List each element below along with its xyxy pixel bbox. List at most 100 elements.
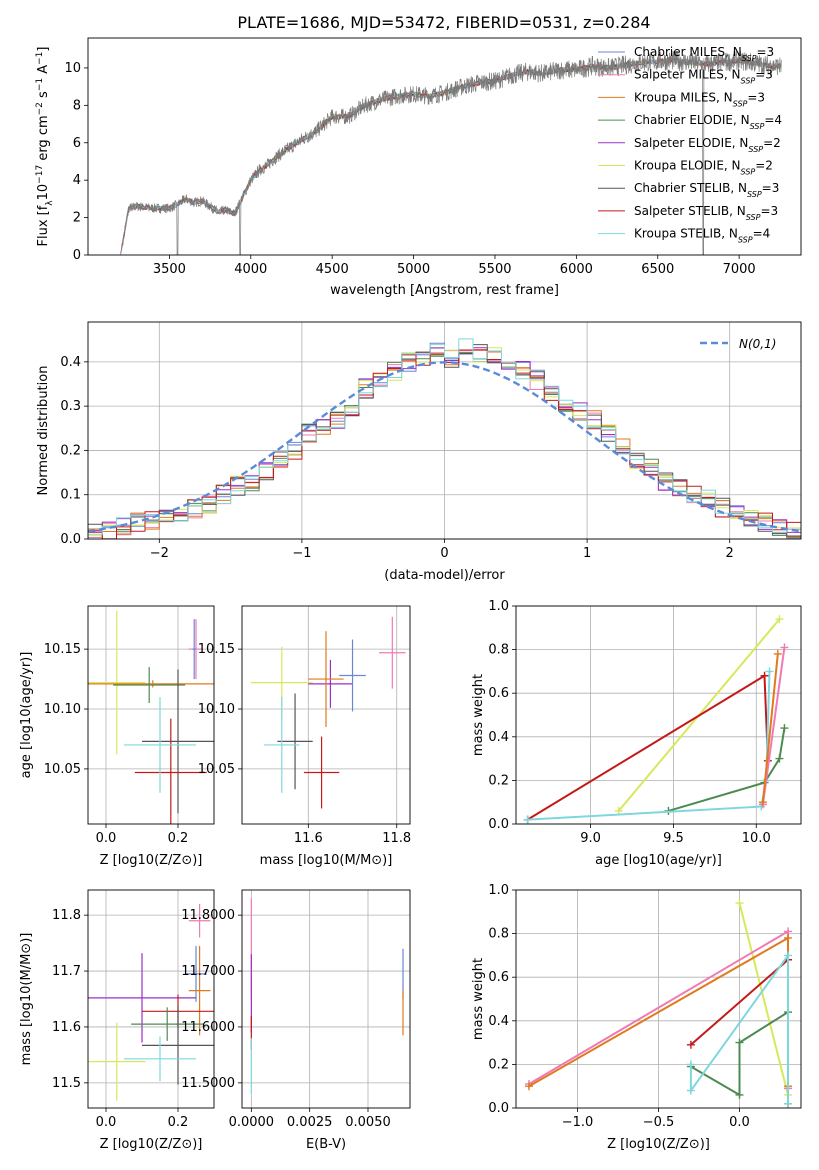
plot-area [250, 616, 406, 809]
mass-weight-line [668, 727, 786, 812]
y-tick-label: 11.8 [52, 908, 81, 923]
legend-sub: SSP [733, 99, 748, 108]
x-tick-label: 4500 [316, 262, 349, 277]
y-tick-label: 10.15 [44, 642, 81, 657]
y-tick-label: 10 [64, 61, 81, 76]
legend-text: Chabrier STELIB, N [634, 181, 747, 195]
y-tick-label: 0.2 [488, 773, 509, 788]
label-part: Flux [f [36, 205, 51, 246]
label-part: 10 [36, 184, 51, 201]
y-tick-label: 0.0 [60, 532, 81, 547]
y-tick-label: 10.15 [198, 642, 235, 657]
axes-frame [515, 889, 802, 1109]
plot-area [88, 338, 801, 539]
y-tick-label: 0.4 [488, 1014, 509, 1029]
legend-text: Kroupa MILES, N [634, 90, 733, 104]
label-part: −2 [35, 102, 45, 115]
mass-weight-marker [773, 649, 782, 658]
y-tick-label: 0.2 [488, 1057, 509, 1072]
y-tick-label: 0.4 [60, 355, 81, 370]
axes-frame [241, 889, 411, 1109]
x-tick-label: 0.0 [96, 1115, 117, 1130]
x-axis-label: Z [log10(Z/Z⊙)] [100, 853, 203, 868]
mass-weight-marker [686, 1040, 695, 1049]
plot-area [88, 610, 214, 824]
axes-frame [241, 605, 411, 825]
label-part: λ [45, 200, 55, 206]
y-tick-label: 0.6 [488, 970, 509, 985]
label-part: −1 [35, 52, 45, 65]
legend-sub: SSP [747, 190, 762, 199]
legend-label: N(0,1) [739, 337, 776, 351]
mass-weight-marker [758, 798, 767, 807]
y-tick-label: 8 [73, 98, 81, 113]
legend-value: =4 [764, 113, 782, 127]
y-tick-label: 11.6000 [181, 1020, 235, 1035]
legend-value: =3 [760, 204, 778, 218]
panel-5 [512, 605, 802, 828]
axes-frame [87, 321, 802, 540]
panel-1 [84, 37, 802, 259]
y-tick-label: 0.8 [488, 927, 509, 942]
axes-frame [87, 605, 215, 825]
y-tick-label: 0 [73, 248, 81, 263]
axes-frame [87, 889, 215, 1109]
mass-weight-marker [686, 1086, 695, 1095]
plot-area [250, 898, 404, 1095]
y-tick-label: 10.10 [44, 702, 81, 717]
y-tick-label: 11.7 [52, 964, 81, 979]
legend-label: Salpeter ELODIE, NSSP=2 [634, 136, 781, 154]
x-tick-label: 6500 [641, 262, 674, 277]
legend-sub: SSP [750, 122, 765, 131]
x-tick-label: −0.5 [643, 1115, 675, 1130]
panel-8 [512, 889, 802, 1112]
x-tick-label: 0.0 [729, 1115, 750, 1130]
x-axis-label: age [log10(age/yr)] [595, 853, 722, 868]
legend-sub: SSP [746, 212, 761, 221]
mass-weight-marker [760, 671, 769, 680]
x-tick-label: 0.0025 [287, 1115, 333, 1130]
mass-weight-marker [735, 899, 744, 908]
mass-weight-marker [784, 933, 793, 942]
y-tick-label: 0.1 [60, 488, 81, 503]
legend-value: =2 [763, 136, 781, 150]
mass-weight-marker [765, 667, 774, 676]
legend-value: =3 [747, 90, 765, 104]
legend-value: =3 [762, 181, 780, 195]
legend-label: Kroupa ELODIE, NSSP=2 [634, 159, 773, 177]
plot-area [523, 615, 789, 824]
x-axis-label: wavelength [Angstrom, rest frame] [330, 283, 559, 298]
x-tick-label: 0.0050 [345, 1115, 391, 1130]
mass-weight-line [761, 653, 779, 803]
x-tick-label: 0.0000 [229, 1115, 275, 1130]
mass-weight-line [527, 674, 769, 821]
x-axis-label: Z [log10(Z/Z⊙)] [100, 1137, 203, 1152]
axes-frame [87, 37, 802, 256]
plot-area [524, 899, 793, 1108]
y-tick-label: 0.2 [60, 443, 81, 458]
y-tick-label: 11.6 [52, 1020, 81, 1035]
mass-weight-marker [780, 724, 789, 733]
x-tick-label: 7000 [723, 262, 756, 277]
y-tick-label: 11.8000 [181, 908, 235, 923]
x-tick-label: 6000 [560, 262, 593, 277]
mass-weight-line [690, 1011, 789, 1097]
plot-area [88, 903, 214, 1101]
panel-6 [84, 889, 215, 1112]
x-tick-label: −1 [292, 546, 311, 561]
y-tick-label: 10.05 [198, 762, 235, 777]
x-tick-label: 2 [726, 546, 734, 561]
y-tick-label: 0.4 [488, 730, 509, 745]
plot-area [120, 50, 782, 255]
y-tick-label: 11.5000 [181, 1076, 235, 1091]
y-axis-label: age [log10(age/yr)] [19, 652, 34, 779]
label-part: ] [36, 47, 51, 52]
y-axis-label: Normed distribution [36, 366, 51, 496]
y-tick-label: 0.3 [60, 399, 81, 414]
mass-weight-marker [775, 754, 784, 763]
x-tick-label: 11.6 [294, 831, 323, 846]
panel-4 [238, 605, 411, 828]
residual-histogram [88, 338, 801, 535]
y-axis-label: mass weight [471, 674, 486, 756]
x-tick-label: 0.2 [168, 831, 189, 846]
